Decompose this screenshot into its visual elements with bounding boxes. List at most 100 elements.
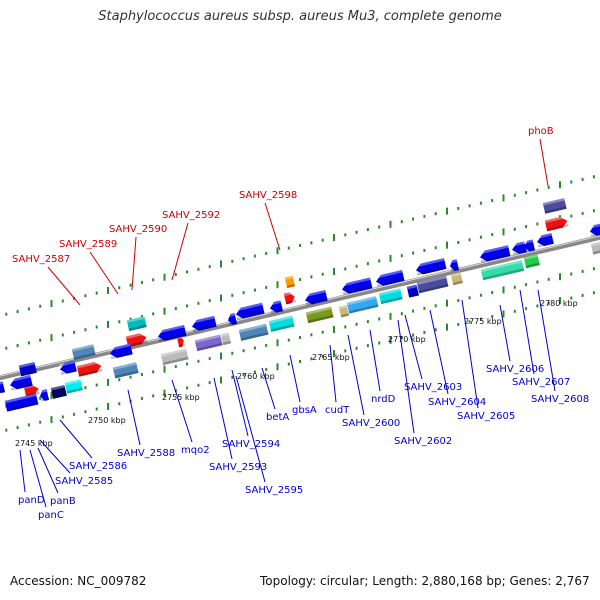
label-leader: [37, 447, 59, 494]
scale-label: 2745 kbp: [15, 439, 53, 448]
gene-glyph[interactable]: [18, 361, 37, 377]
label-leader: [347, 334, 365, 416]
reverse-label-sahv-2605: SAHV_2605: [457, 411, 515, 422]
label-leader: [397, 319, 415, 434]
gene-glyph[interactable]: [58, 360, 77, 375]
gene-glyph[interactable]: [588, 223, 600, 238]
gene-glyph[interactable]: [544, 215, 569, 232]
gene-glyph[interactable]: [160, 348, 189, 366]
gene-glyph[interactable]: [284, 275, 296, 289]
gene-labels: SAHV_2587 SAHV_2589 SAHV_2590 SAHV_2592 SAHV…: [12, 126, 589, 521]
gene-glyph[interactable]: [220, 332, 232, 346]
gene-glyph[interactable]: [112, 362, 139, 379]
label-leader: [131, 236, 137, 291]
gene-glyph[interactable]: [305, 306, 334, 324]
scale-label: 2760 kbp: [237, 372, 275, 381]
gene-glyph[interactable]: [303, 289, 328, 306]
gene-glyph[interactable]: [50, 384, 67, 399]
label-leader: [261, 367, 276, 410]
gene-glyph[interactable]: [64, 379, 83, 394]
label-leaders: [19, 138, 556, 508]
gene-glyph[interactable]: [4, 393, 39, 412]
reverse-label-nrdd: nrdD: [371, 394, 396, 405]
accession-text: Accession: NC_009782: [10, 574, 147, 588]
gene-glyph[interactable]: [126, 316, 147, 332]
scale-label: 2770 kbp: [388, 335, 426, 344]
gene-glyph[interactable]: [226, 313, 238, 326]
reverse-label-pand: panD: [18, 495, 45, 506]
label-leader: [213, 377, 233, 460]
gene-glyph[interactable]: [378, 288, 403, 305]
gene-glyph[interactable]: [0, 381, 6, 394]
label-leader: [171, 379, 193, 443]
gene-glyph[interactable]: [283, 291, 296, 305]
reverse-label-sahv-2602: SAHV_2602: [394, 436, 452, 447]
label-leader: [369, 329, 381, 392]
label-leader: [127, 389, 141, 446]
gene-glyph[interactable]: [268, 300, 283, 314]
forward-label-phob: phoB: [528, 126, 554, 137]
reverse-label-panb: panB: [50, 496, 76, 507]
scale-label: 2755 kbp: [162, 393, 200, 402]
gene-glyph[interactable]: [448, 259, 460, 272]
scale-label: 2750 kbp: [88, 416, 126, 425]
label-leader: [29, 449, 47, 508]
gene-glyph[interactable]: [108, 343, 133, 360]
gene-glyph[interactable]: [522, 239, 535, 253]
gene-glyph[interactable]: [510, 241, 527, 256]
gene-glyph[interactable]: [190, 315, 217, 333]
label-leader: [519, 289, 535, 375]
gene-glyph[interactable]: [590, 241, 600, 255]
label-leader: [404, 314, 423, 380]
forward-label-sahv-2590: SAHV_2590: [109, 224, 167, 235]
gene-glyph[interactable]: [523, 254, 540, 269]
label-leader: [537, 289, 556, 392]
reverse-label-sahv-2593: SAHV_2593: [209, 462, 267, 473]
reverse-label-gbsa: gbsA: [292, 405, 317, 416]
reverse-label-sahv-2603: SAHV_2603: [404, 382, 462, 393]
gene-glyph[interactable]: [450, 272, 463, 286]
gene-glyph[interactable]: [346, 296, 379, 314]
label-leader: [231, 369, 249, 437]
gene-glyph[interactable]: [8, 374, 33, 391]
label-leader: [429, 309, 449, 395]
label-leader: [539, 138, 549, 187]
scale-labels: 2745 kbp 2750 kbp 2755 kbp 2760 kbp 2765 kbp…: [15, 299, 578, 448]
gene-glyph[interactable]: [374, 269, 405, 288]
label-leader: [89, 251, 119, 295]
gene-glyph[interactable]: [414, 258, 447, 276]
forward-label-sahv-2589: SAHV_2589: [59, 239, 117, 250]
gene-glyph[interactable]: [268, 315, 295, 332]
scale-label: 2775 kbp: [464, 317, 502, 326]
gene-glyph[interactable]: [338, 304, 350, 318]
gene-glyph[interactable]: [406, 284, 419, 298]
gene-glyph[interactable]: [38, 389, 50, 402]
label-leader: [59, 419, 93, 459]
map-title: Staphylococcus aureus subsp. aureus Mu3,…: [98, 9, 502, 24]
scale-ticks: [5, 175, 595, 432]
gene-glyph[interactable]: [194, 334, 223, 352]
label-leader: [289, 354, 301, 403]
genome-backbone: [0, 234, 600, 381]
reverse-label-sahv-2606: SAHV_2606: [486, 364, 544, 375]
reverse-label-sahv-2600: SAHV_2600: [342, 418, 400, 429]
gene-glyph[interactable]: [156, 324, 187, 343]
gene-glyph[interactable]: [542, 198, 567, 214]
reverse-label-panc: panC: [38, 510, 64, 521]
gene-glyph[interactable]: [340, 277, 373, 296]
gene-glyph[interactable]: [478, 245, 511, 263]
gene-glyph[interactable]: [535, 233, 554, 248]
gene-glyph[interactable]: [480, 260, 525, 281]
gene-glyph[interactable]: [125, 332, 148, 348]
label-leader: [264, 202, 281, 251]
gene-glyph[interactable]: [71, 344, 96, 360]
reverse-label-sahv-2604: SAHV_2604: [428, 397, 486, 408]
gene-glyph[interactable]: [416, 275, 449, 294]
label-leader: [499, 304, 511, 362]
reverse-label-sahv-2586: SAHV_2586: [69, 461, 127, 472]
gene-glyph[interactable]: [76, 360, 103, 377]
gene-glyph[interactable]: [234, 302, 265, 320]
reverse-label-cudt: cudT: [325, 405, 350, 416]
gene-glyph[interactable]: [238, 323, 269, 341]
